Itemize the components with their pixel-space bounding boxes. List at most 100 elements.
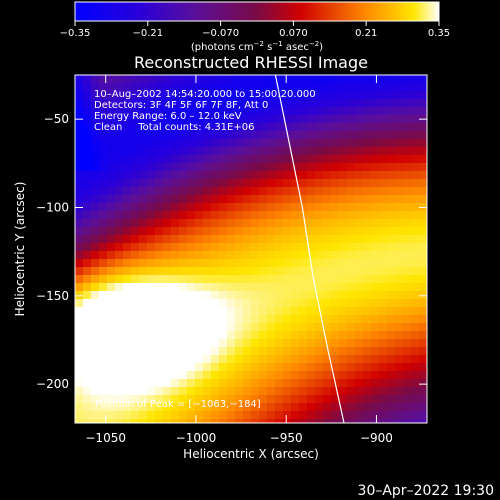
heatmap-cell — [99, 339, 107, 347]
heatmap-cell — [251, 211, 259, 219]
heatmap-cell — [123, 259, 131, 267]
heatmap-cell — [99, 211, 107, 219]
heatmap-cell — [147, 323, 155, 331]
heatmap-cell — [323, 147, 331, 155]
heatmap-cell — [187, 347, 195, 355]
heatmap-cell — [307, 371, 315, 379]
heatmap-cell — [355, 315, 363, 323]
heatmap-cell — [187, 307, 195, 315]
heatmap-cell — [347, 179, 355, 187]
heatmap-cell — [267, 235, 275, 243]
heatmap-cell — [371, 251, 379, 259]
heatmap-cell — [291, 283, 299, 291]
heatmap-cell — [179, 259, 187, 267]
heatmap-cell — [339, 283, 347, 291]
heatmap-cell — [275, 387, 283, 395]
heatmap-cell — [363, 235, 371, 243]
heatmap-cell — [259, 323, 267, 331]
heatmap-cell — [219, 331, 227, 339]
heatmap-cell — [107, 323, 115, 331]
heatmap-cell — [331, 323, 339, 331]
heatmap-cell — [131, 75, 139, 83]
heatmap-cell — [195, 291, 203, 299]
heatmap-cell — [363, 163, 371, 171]
heatmap-cell — [187, 275, 195, 283]
heatmap-cell — [307, 299, 315, 307]
heatmap-cell — [291, 227, 299, 235]
heatmap-cell — [275, 379, 283, 387]
heatmap-cell — [163, 235, 171, 243]
heatmap-cell — [371, 203, 379, 211]
heatmap-cell — [363, 131, 371, 139]
heatmap-cell — [419, 323, 427, 331]
heatmap-cell — [371, 331, 379, 339]
heatmap-cell — [99, 91, 107, 99]
heatmap-cell — [403, 83, 411, 91]
heatmap-cell — [379, 131, 387, 139]
heatmap-cell — [75, 403, 83, 411]
heatmap-cell — [403, 411, 411, 419]
heatmap-cell — [163, 315, 171, 323]
heatmap-cell — [339, 131, 347, 139]
heatmap-cell — [283, 347, 291, 355]
heatmap-cell — [355, 179, 363, 187]
heatmap-cell — [131, 331, 139, 339]
heatmap-cell — [131, 179, 139, 187]
heatmap-cell — [99, 155, 107, 163]
heatmap-cell — [307, 171, 315, 179]
heatmap-cell — [171, 403, 179, 411]
heatmap-cell — [347, 203, 355, 211]
heatmap-cell — [323, 75, 331, 83]
heatmap-cell — [211, 91, 219, 99]
heatmap-cell — [91, 163, 99, 171]
heatmap-cell — [235, 299, 243, 307]
heatmap-cell — [243, 403, 251, 411]
heatmap-cell — [115, 139, 123, 147]
heatmap-cell — [187, 219, 195, 227]
heatmap-cell — [395, 171, 403, 179]
heatmap-cell — [347, 139, 355, 147]
heatmap-cell — [283, 323, 291, 331]
heatmap-cell — [363, 387, 371, 395]
heatmap-cell — [219, 203, 227, 211]
heatmap-cell — [283, 299, 291, 307]
heatmap-cell — [75, 323, 83, 331]
heatmap-cell — [195, 395, 203, 403]
heatmap-cell — [243, 115, 251, 123]
heatmap-cell — [211, 147, 219, 155]
heatmap-cell — [155, 379, 163, 387]
heatmap-cell — [155, 387, 163, 395]
heatmap-cell — [395, 227, 403, 235]
heatmap-cell — [419, 219, 427, 227]
heatmap-cell — [379, 259, 387, 267]
heatmap-cell — [83, 179, 91, 187]
heatmap-cell — [275, 187, 283, 195]
heatmap-cell — [379, 123, 387, 131]
heatmap-cell — [299, 91, 307, 99]
heatmap-cell — [147, 307, 155, 315]
heatmap-cell — [235, 227, 243, 235]
heatmap-cell — [339, 291, 347, 299]
heatmap-cell — [363, 323, 371, 331]
heatmap-cell — [323, 331, 331, 339]
heatmap-cell — [339, 395, 347, 403]
heatmap-cell — [331, 91, 339, 99]
heatmap-cell — [139, 147, 147, 155]
heatmap-cell — [379, 139, 387, 147]
heatmap-cell — [179, 107, 187, 115]
heatmap-cell — [75, 195, 83, 203]
heatmap-cell — [235, 355, 243, 363]
heatmap-cell — [259, 259, 267, 267]
heatmap-cell — [155, 195, 163, 203]
heatmap-cell — [123, 115, 131, 123]
heatmap-cell — [147, 139, 155, 147]
heatmap-cell — [171, 179, 179, 187]
heatmap-cell — [259, 131, 267, 139]
heatmap-cell — [227, 75, 235, 83]
heatmap-cell — [419, 347, 427, 355]
heatmap-cell — [259, 307, 267, 315]
heatmap-cell — [387, 155, 395, 163]
heatmap-cell — [267, 179, 275, 187]
heatmap-cell — [179, 419, 187, 423]
heatmap-cell — [395, 419, 403, 423]
